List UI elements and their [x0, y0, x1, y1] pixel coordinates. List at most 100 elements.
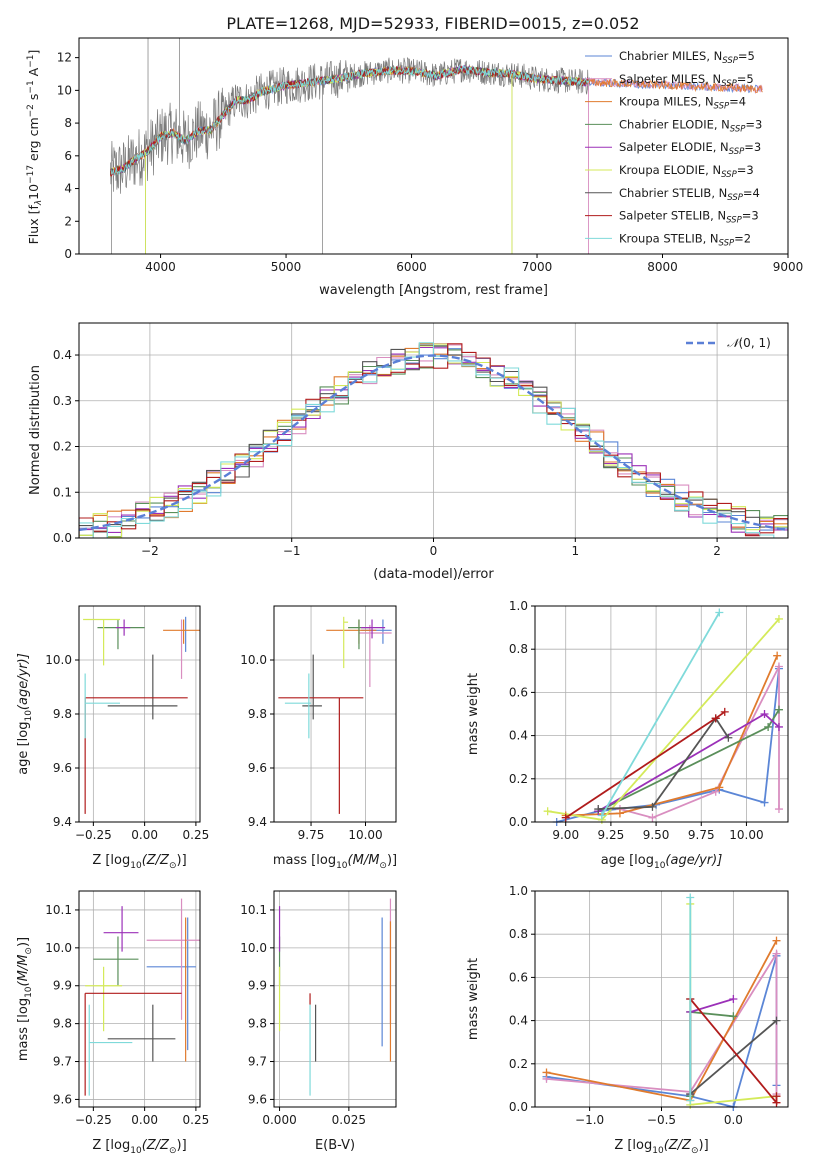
y-tick-label: 9.6: [248, 1092, 267, 1106]
x-tick-label: 0.000: [262, 1113, 296, 1127]
x-tick-label: 0.25: [183, 828, 210, 842]
y-tick-label: 10.1: [45, 903, 72, 917]
y-tick-label: 0.0: [53, 531, 72, 545]
y-tick-label: 10.0: [45, 941, 72, 955]
legend-label: Chabrier MILES, NSSP=5: [619, 49, 755, 66]
x-tick-label: −0.25: [75, 828, 112, 842]
x-tick-label: 0.0: [724, 1113, 743, 1127]
legend-label: Salpeter STELIB, NSSP=3: [619, 209, 759, 226]
weight-point-marker: [615, 809, 624, 818]
weight-point-marker: [648, 813, 657, 822]
weight-point-marker: [773, 651, 782, 660]
x-tick-label: 5000: [271, 260, 302, 274]
mass-vs-Z-panel: −0.25 0.00 0.25 9.6 9.7 9.8 9.9 10.0 10.1 Z [log1…: [16, 890, 210, 1156]
errorbar-kroupa-elodie: [83, 618, 121, 666]
x-tick-label: −2: [141, 544, 159, 558]
x-tick-label: 9.75: [688, 828, 715, 842]
axes-frame: [534, 605, 789, 823]
y-tick-label: 9.9: [53, 979, 72, 993]
age-vs-Z-panel: −0.25 0.00 0.25 9.4 9.6 9.8 10.0 Z [log10(Z/Z⊙)…: [16, 605, 210, 871]
x-tick-label: 4000: [145, 260, 176, 274]
y-axis-label: age [log10(age/yr)]: [16, 653, 34, 775]
x-tick-label: 0: [430, 544, 438, 558]
legend-label: Kroupa STELIB, NSSP=2: [619, 231, 751, 248]
legend-label: 𝒩(0, 1): [727, 336, 771, 350]
x-tick-label: 9.00: [552, 828, 579, 842]
axes-frame: [78, 605, 201, 823]
weight-point-marker: [774, 722, 783, 731]
x-tick-label: −0.5: [647, 1113, 676, 1127]
legend-label: Chabrier STELIB, NSSP=4: [619, 186, 760, 203]
y-tick-label: 6: [64, 149, 72, 163]
x-tick-label: −1.0: [575, 1113, 604, 1127]
histogram-lines: [79, 342, 788, 538]
residuals-panel: −2 −1 0 1 2 0.0 0.1 0.2 0.3 0.4 𝒩(0, 1) (data-model…: [28, 322, 789, 582]
weight-point-marker: [648, 802, 657, 811]
spectrum-legend: Chabrier MILES, NSSP=5 Salpeter MILES, NS…: [585, 49, 762, 248]
y-tick-label: 10: [57, 83, 72, 97]
weight-line-kroupa-stelib: [601, 612, 721, 816]
y-tick-label: 9.7: [53, 1055, 72, 1069]
weight-line-chabrier-stelib: [598, 716, 730, 810]
weight-point-marker: [686, 1096, 695, 1105]
mass-vs-Z-errorbars: [84, 898, 200, 1096]
y-tick-label: 9.9: [248, 979, 267, 993]
y-tick-label: 9.8: [248, 1017, 267, 1031]
x-tick-label: 0.00: [131, 1113, 158, 1127]
y-tick-label: 9.4: [53, 815, 72, 829]
weight-point-marker: [594, 805, 603, 814]
x-axis-label: Z [log10(Z/Z⊙)]: [614, 1138, 708, 1156]
x-tick-label: 2: [713, 544, 721, 558]
y-tick-label: 9.6: [53, 1092, 72, 1106]
y-axis-label: mass [log10(M/M⊙)]: [16, 937, 34, 1061]
errorbar-salpeter-elodie: [115, 619, 131, 636]
x-axis-label: mass [log10(M/M⊙)]: [273, 853, 397, 871]
weight-point-marker: [724, 733, 733, 742]
weight-point-marker: [715, 608, 724, 617]
y-tick-label: 0.8: [509, 927, 528, 941]
legend-label: Salpeter MILES, NSSP=5: [619, 72, 754, 89]
weight-point-marker: [542, 1068, 551, 1077]
x-axis-label: age [log10(age/yr)]: [601, 853, 723, 871]
weight-point-marker: [597, 811, 606, 820]
weight-point-marker: [543, 807, 552, 816]
axes-frame: [273, 605, 397, 823]
y-tick-label: 9.4: [248, 815, 267, 829]
x-tick-label: 10.00: [348, 828, 382, 842]
axes-frame: [78, 322, 789, 539]
normal-curve-line: [79, 354, 788, 532]
weight-line-chabrier-miles: [556, 668, 780, 823]
weight-point-marker: [772, 1092, 781, 1101]
y-tick-label: 0.3: [53, 394, 72, 408]
errorbar-salpeter-stelib: [278, 697, 364, 814]
errorbar-salpeter-stelib: [84, 992, 182, 1096]
y-tick-label: 9.7: [248, 1055, 267, 1069]
x-tick-label: 0.025: [332, 1113, 366, 1127]
y-tick-label: 0: [64, 247, 72, 261]
y-axis-label: mass weight: [466, 958, 481, 1040]
x-tick-label: 0.25: [183, 1113, 210, 1127]
x-tick-label: 9.25: [598, 828, 625, 842]
errorbar-kroupa-miles: [163, 619, 200, 644]
errorbar-salpeter-miles: [358, 624, 392, 687]
x-axis-label: wavelength [Angstrom, rest frame]: [319, 283, 548, 298]
weight-point-marker: [764, 722, 773, 731]
errorbar-kroupa-elodie: [343, 616, 349, 669]
weight-point-marker: [729, 1012, 738, 1021]
errorbar-chabrier-stelib: [107, 1004, 176, 1062]
y-tick-label: 0.2: [509, 772, 528, 786]
weight-point-marker: [774, 705, 783, 714]
y-tick-label: 0.6: [509, 685, 528, 699]
weight-point-marker: [774, 614, 783, 623]
x-axis-label: E(B-V): [315, 1138, 355, 1153]
weight-point-marker: [772, 1016, 781, 1025]
figure-title: PLATE=1268, MJD=52933, FIBERID=0015, z=0…: [226, 14, 639, 33]
x-tick-label: 1: [571, 544, 579, 558]
y-axis-label: Normed distribution: [28, 365, 43, 495]
mass-vs-EBV-errorbars: [278, 898, 392, 1096]
y-tick-label: 8: [64, 116, 72, 130]
errorbar-salpeter-elodie: [103, 906, 139, 952]
errorbar-chabrier-stelib: [107, 654, 178, 720]
hist-step-kroupa-stelib: [79, 342, 788, 538]
y-tick-label: 12: [57, 51, 72, 65]
